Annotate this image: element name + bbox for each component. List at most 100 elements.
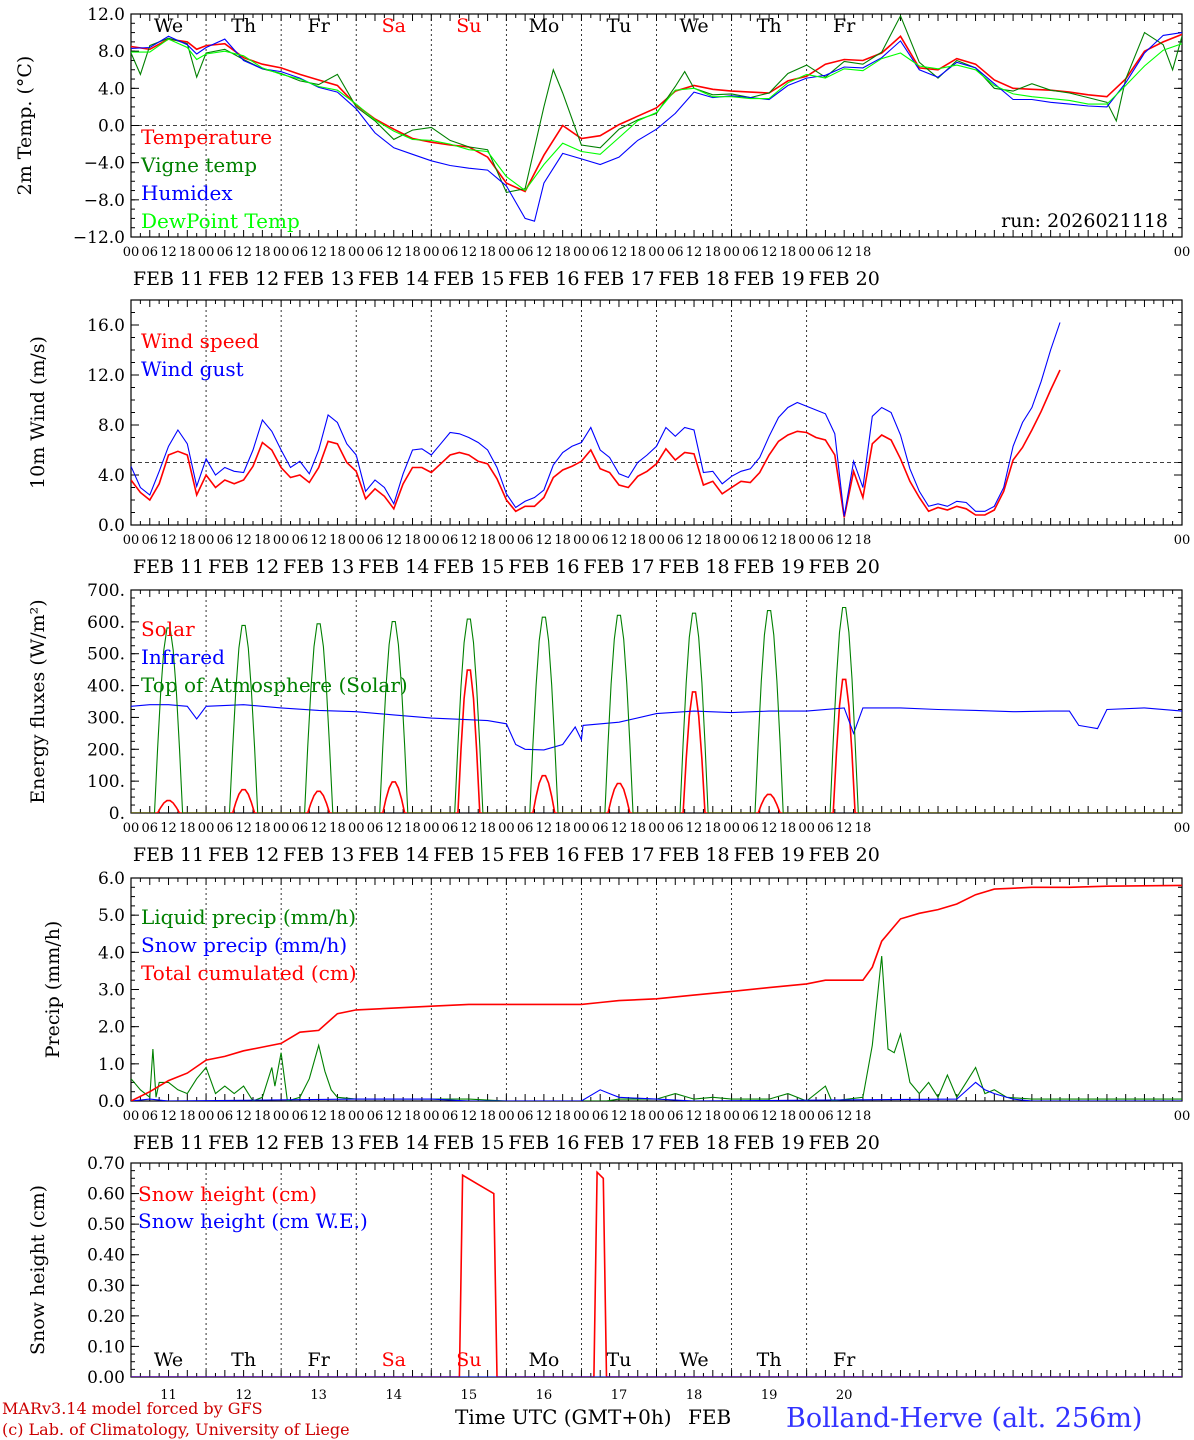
hour-label: 12 (235, 245, 252, 260)
hour-label: 18 (329, 1109, 346, 1124)
hour-label: 18 (554, 821, 571, 836)
hour-label: 06 (217, 821, 234, 836)
y-tick-label: 200. (87, 740, 125, 760)
hour-label: 06 (742, 1109, 759, 1124)
y-tick-label: 16.0 (87, 316, 125, 336)
hour-label: 12 (461, 821, 478, 836)
hour-label: 12 (310, 533, 327, 548)
hour-label: 00 (498, 533, 515, 548)
hour-label: 12 (836, 1109, 853, 1124)
hour-label: 18 (329, 533, 346, 548)
hour-label: 00 (648, 245, 665, 260)
hour-label: 00 (573, 245, 590, 260)
hour-label: 00 (723, 245, 740, 260)
hour-label: 12 (761, 533, 778, 548)
y-tick-label: 8.0 (98, 42, 125, 62)
day-name: Tu (607, 1349, 632, 1371)
date-label: FEB 11 (133, 1132, 204, 1154)
hour-label: 06 (817, 821, 834, 836)
series-line-snow-height-cm- (131, 1170, 1182, 1377)
legend-entry: Liquid precip (mm/h) (141, 905, 356, 929)
hour-label: 18 (629, 821, 646, 836)
hour-label: 06 (742, 821, 759, 836)
day-name: Fr (833, 15, 856, 37)
hour-label: 00 (123, 821, 140, 836)
hour-label: 06 (667, 245, 684, 260)
y-tick-label: 400. (87, 677, 125, 697)
series-group (131, 884, 1182, 1101)
hour-label: 06 (442, 533, 459, 548)
day-name: Th (757, 1349, 782, 1371)
series-line-vigne-temp (131, 14, 1182, 194)
y-tick-label: 3.0 (98, 981, 125, 1001)
date-label: FEB 14 (358, 556, 429, 578)
day-number: 18 (686, 1388, 703, 1403)
hour-label: 06 (367, 1109, 384, 1124)
hour-label: 12 (461, 1109, 478, 1124)
hour-label: 12 (461, 533, 478, 548)
hour-label: 06 (667, 1109, 684, 1124)
hour-label: 06 (141, 1109, 158, 1124)
day-number: 11 (160, 1388, 177, 1403)
legend-entry: DewPoint Temp (141, 209, 300, 233)
hour-label: 18 (479, 821, 496, 836)
hour-label: 06 (742, 533, 759, 548)
date-label: FEB 14 (358, 844, 429, 866)
hour-label: 18 (254, 533, 271, 548)
hour-label: 12 (536, 245, 553, 260)
date-label: FEB 19 (733, 556, 804, 578)
hour-label: 06 (442, 1109, 459, 1124)
hour-label: 06 (367, 821, 384, 836)
day-name: Tu (607, 15, 632, 37)
day-name: We (154, 1349, 183, 1371)
hour-label: 00 (273, 821, 290, 836)
hour-label: 00 (648, 1109, 665, 1124)
day-number: 20 (836, 1388, 853, 1403)
hour-label: 00 (498, 245, 515, 260)
hour-label: 12 (310, 245, 327, 260)
date-label: FEB 12 (208, 268, 279, 290)
date-label: FEB 17 (583, 556, 654, 578)
y-tick-label: 0.0 (98, 516, 125, 536)
hour-label: 00 (1174, 245, 1191, 260)
hour-label: 12 (310, 1109, 327, 1124)
date-label: FEB 15 (433, 556, 504, 578)
day-name: Mo (528, 15, 559, 37)
legend-entry: Top of Atmosphere (Solar) (141, 673, 408, 697)
date-label: FEB 18 (658, 844, 729, 866)
day-name: Sa (382, 15, 406, 37)
day-name: Fr (308, 1349, 331, 1371)
date-label: FEB 11 (133, 556, 204, 578)
hour-label: 12 (536, 533, 553, 548)
legend-entry: Total cumulated (cm) (141, 961, 357, 985)
y-tick-label: 0.0 (98, 117, 125, 137)
hour-label: 00 (123, 533, 140, 548)
hour-label: 06 (592, 245, 609, 260)
hour-label: 00 (648, 821, 665, 836)
date-label: FEB 12 (208, 844, 279, 866)
y-axis-label: 2m Temp. (°C) (14, 56, 36, 196)
hour-label: 06 (592, 821, 609, 836)
hour-label: 00 (798, 1109, 815, 1124)
hour-label: 00 (198, 533, 215, 548)
hour-label: 12 (160, 821, 177, 836)
series-line-snow-precip-mm-h- (131, 1081, 1182, 1101)
y-tick-label: 300. (87, 708, 125, 728)
hour-label: 18 (855, 1109, 872, 1124)
y-tick-label: 4.0 (98, 943, 125, 963)
hour-label: 00 (423, 533, 440, 548)
series-group (131, 322, 1061, 518)
hour-label: 18 (855, 821, 872, 836)
hour-label: 00 (573, 821, 590, 836)
hour-label: 06 (217, 533, 234, 548)
hour-label: 06 (517, 245, 534, 260)
day-name: Th (757, 15, 782, 37)
hour-label: 00 (1174, 1109, 1191, 1124)
hour-label: 18 (404, 1109, 421, 1124)
hour-label: 18 (629, 1109, 646, 1124)
day-name: We (679, 15, 708, 37)
hour-label: 00 (348, 533, 365, 548)
hour-label: 06 (817, 533, 834, 548)
hour-label: 00 (498, 1109, 515, 1124)
